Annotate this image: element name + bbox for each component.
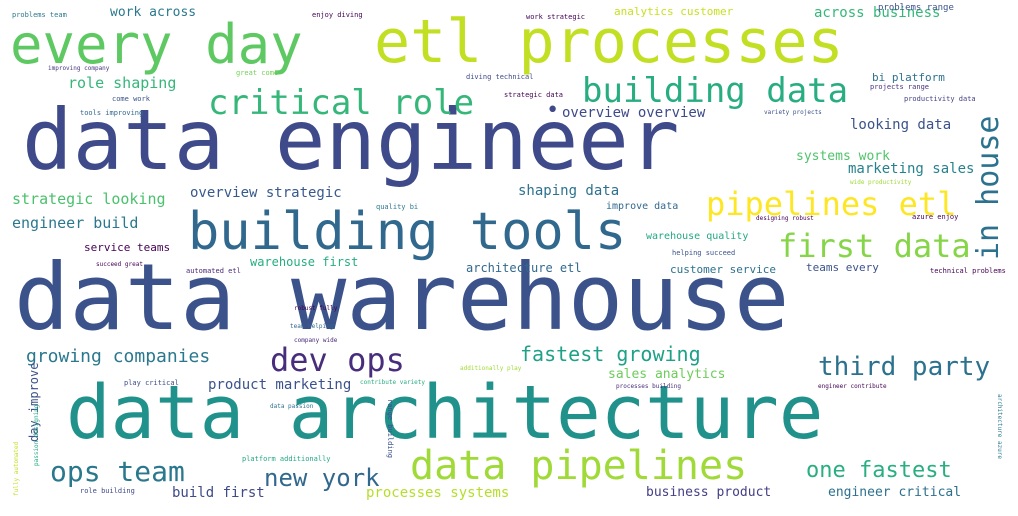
- word-role-shaping: role shaping: [68, 74, 177, 92]
- word-processes-systems: processes systems: [366, 485, 510, 501]
- word-variety-projects: variety projects: [764, 109, 822, 116]
- word-analytics-customer: analytics customer: [614, 5, 734, 18]
- word-work-strategic: work strategic: [526, 13, 586, 21]
- word-architecture-etl: architecture etl: [466, 261, 582, 275]
- word-data-engineer: data engineer: [22, 91, 680, 189]
- word-dev-ops: dev ops: [270, 341, 405, 379]
- word-problems-team: problems team: [12, 11, 67, 19]
- word-one-fastest: one fastest: [806, 458, 952, 483]
- word-improve-data: improve data: [606, 201, 679, 212]
- word-enjoy-diving: enjoy diving: [312, 11, 363, 19]
- word-fastest-growing: fastest growing: [520, 342, 701, 366]
- word-data-passion: data passion: [270, 403, 314, 410]
- word-robust-fully: robust fully: [294, 305, 338, 312]
- word-azure-enjoy: azure enjoy: [912, 213, 959, 221]
- word-data-pipelines: data pipelines: [410, 443, 748, 489]
- word-automated-etl: automated etl: [186, 267, 241, 275]
- word-build-first: build first: [172, 485, 265, 501]
- word-ops-team: ops team: [50, 455, 185, 488]
- word-sales-analytics: sales analytics: [608, 367, 726, 382]
- word-processes-building: processes building: [616, 383, 682, 390]
- word-overview-strategic: overview strategic: [190, 185, 342, 201]
- word-great-come: great come: [236, 69, 279, 77]
- word-overview-overview: overview overview: [562, 105, 706, 121]
- word-every-day: every day: [10, 13, 303, 76]
- word-growing-companies: growing companies: [26, 346, 211, 367]
- word-looking-data: looking data: [850, 117, 952, 133]
- word-passion-designing: passion designing: [33, 404, 40, 466]
- word-data-architecture: data architecture: [66, 370, 824, 456]
- word-company-wide: company wide: [294, 337, 338, 344]
- word-across-business: across business: [814, 5, 941, 21]
- word-additionally-play: additionally play: [460, 365, 522, 372]
- word-contribute-variety: contribute variety: [360, 379, 426, 386]
- word-warehouse-quality: warehouse quality: [646, 231, 749, 242]
- word-improving-company: improving company: [48, 65, 110, 72]
- word-come-work: come work: [112, 95, 150, 103]
- word-wide-productivity: wide productivity: [850, 179, 912, 186]
- word-technical-problems: technical problems: [930, 267, 1006, 275]
- word-helping-succeed: helping succeed: [672, 249, 736, 257]
- word-strategic-looking: strategic looking: [12, 190, 166, 208]
- word-marketing-sales: marketing sales: [848, 161, 975, 177]
- word-diving-technical: diving technical: [466, 73, 534, 81]
- word-shaping-data: shaping data: [518, 183, 620, 199]
- word-warehouse-first: warehouse first: [250, 255, 359, 269]
- word-problems-range: problems range: [878, 3, 954, 13]
- word-building-data: building data: [582, 71, 849, 111]
- word-systems-work: systems work: [796, 149, 890, 164]
- word-building-tools: building tools: [188, 202, 627, 262]
- word-business-product: business product: [646, 485, 772, 500]
- word-architecture-azure: architecture azure: [996, 394, 1003, 460]
- word-data-warehouse: data warehouse: [14, 244, 790, 351]
- word-play-critical: play critical: [124, 379, 179, 387]
- word-platform-additionally: platform additionally: [242, 455, 331, 463]
- word-engineer-build: engineer build: [12, 214, 139, 232]
- word-first-data: first data: [778, 227, 971, 265]
- word-service-teams: service teams: [84, 241, 171, 254]
- word-projects-range: projects range: [870, 83, 930, 91]
- word-fully-automated: fully automated: [13, 441, 20, 496]
- word-role-building: role building: [80, 487, 135, 495]
- word-engineer-critical: engineer critical: [828, 485, 962, 500]
- word-teams-every: teams every: [806, 261, 879, 274]
- word-product-marketing: product marketing: [208, 377, 352, 393]
- word-dot: •: [546, 98, 560, 123]
- word-tools-improving: tools improving: [80, 109, 144, 117]
- word-productivity-data: productivity data: [904, 95, 976, 103]
- word-pipelines-etl: pipelines etl: [706, 185, 957, 223]
- word-new-york: new york: [264, 464, 380, 492]
- word-succeed-great: succeed great: [96, 261, 143, 268]
- word-strategic-data: strategic data: [504, 91, 564, 99]
- word-quality-bi: quality bi: [376, 203, 419, 211]
- word-in-house: in house: [971, 115, 1006, 261]
- word-customer-service: customer service: [670, 263, 776, 276]
- word-bi-platform: bi platform: [872, 71, 945, 84]
- word-team-helping: team helping: [290, 323, 334, 330]
- word-etl-processes: etl processes: [374, 7, 844, 77]
- word-designing-robust: designing robust: [756, 215, 814, 222]
- word-range-building: range building: [386, 399, 394, 459]
- word-engineer-contribute: engineer contribute: [818, 383, 887, 390]
- word-critical-role: critical role: [208, 83, 475, 123]
- word-work-across: work across: [110, 5, 197, 20]
- word-third-party: third party: [818, 352, 991, 382]
